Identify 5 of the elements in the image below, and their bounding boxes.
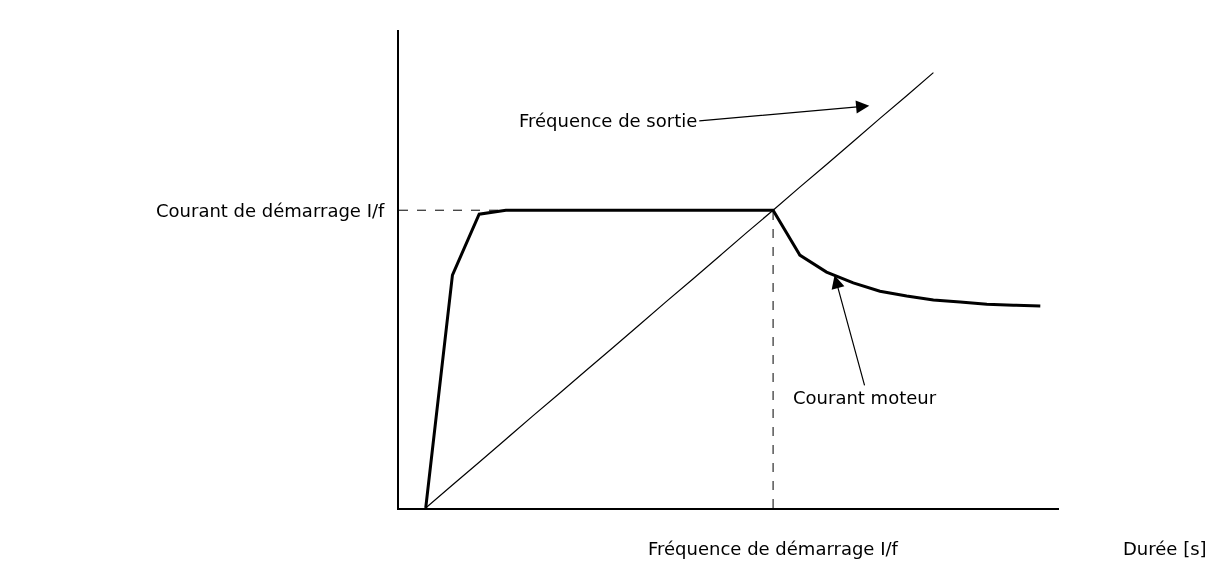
annotation: Courant moteur xyxy=(793,387,937,408)
annotation: Fréquence de sortie xyxy=(519,110,698,131)
text: Fréquence de démarrage I/f xyxy=(648,538,899,559)
x-axis-title: Durée [s] xyxy=(1123,538,1207,559)
ref-line-label: Courant de démarrage I/f xyxy=(156,200,385,221)
